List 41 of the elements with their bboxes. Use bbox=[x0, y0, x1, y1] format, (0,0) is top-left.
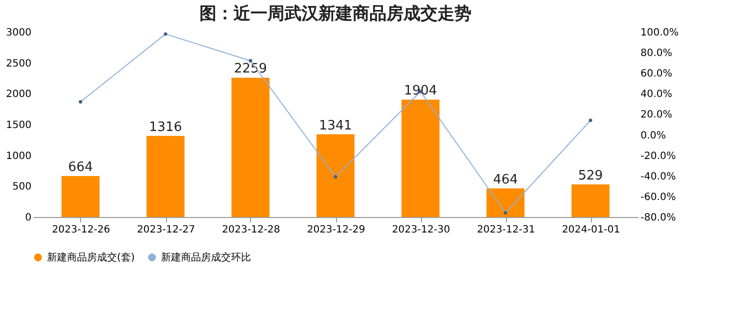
y2-tick-label: 60.0% bbox=[640, 68, 672, 80]
bar bbox=[146, 136, 184, 217]
data-label: 1904 bbox=[404, 84, 438, 99]
y2-tick-label: -80.0% bbox=[640, 212, 676, 224]
bar bbox=[402, 100, 440, 217]
y-tick-label: 1500 bbox=[6, 120, 32, 131]
bar bbox=[486, 188, 524, 217]
bar bbox=[572, 184, 610, 217]
y-tick-label: 3000 bbox=[6, 28, 32, 38]
bar bbox=[316, 134, 354, 217]
y2-tick-label: 40.0% bbox=[640, 89, 672, 100]
chart-title: 图：近一周武汉新建商品房成交走势 bbox=[200, 4, 472, 24]
y2-tick-label: -40.0% bbox=[640, 171, 676, 182]
x-tick-label: 2023-12-27 bbox=[136, 224, 196, 236]
x-tick-label: 2023-12-31 bbox=[476, 224, 536, 236]
legend-label: 新建商品房成交(套) bbox=[47, 251, 135, 264]
y2-tick-label: 80.0% bbox=[640, 48, 672, 60]
y2-tick-label: 20.0% bbox=[640, 110, 672, 121]
bar bbox=[62, 176, 100, 217]
x-tick-label: 2023-12-29 bbox=[306, 224, 366, 236]
data-label: 529 bbox=[578, 168, 603, 184]
x-tick-label: 2023-12-30 bbox=[392, 224, 450, 236]
x-tick-label: 2024-01-01 bbox=[562, 224, 620, 236]
x-tick-label: 2023-12-28 bbox=[222, 224, 280, 236]
x-tick-label: 2023-12-26 bbox=[52, 224, 110, 236]
legend-label: 新建商品房成交环比 bbox=[161, 251, 251, 264]
y2-tick-label: 100.0% bbox=[640, 28, 679, 38]
y-tick-label: 1000 bbox=[6, 150, 32, 162]
y-tick-label: 0 bbox=[25, 212, 32, 224]
y-tick-label: 2000 bbox=[6, 89, 32, 100]
data-label: 2259 bbox=[234, 62, 268, 77]
data-label: 1341 bbox=[318, 118, 352, 134]
y2-tick-label: 0.0% bbox=[640, 130, 666, 142]
data-label: 1316 bbox=[148, 120, 182, 135]
y-tick-label: 2500 bbox=[6, 58, 32, 70]
y-tick-label: 500 bbox=[12, 182, 32, 193]
y2-tick-label: -20.0% bbox=[640, 150, 676, 162]
data-label: 664 bbox=[68, 160, 93, 176]
bar bbox=[232, 78, 270, 217]
y2-tick-label: -60.0% bbox=[640, 192, 676, 203]
data-label: 464 bbox=[493, 172, 518, 188]
